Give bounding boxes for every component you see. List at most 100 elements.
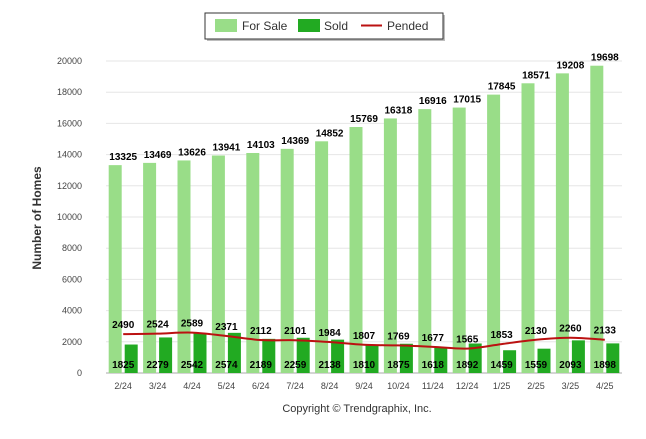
sold-bar [193,333,207,373]
sold-value-label: 2279 [146,360,169,371]
x-tick-label: 1/25 [493,381,511,391]
pended-value-label: 2130 [525,326,548,337]
for-sale-bar [211,155,225,373]
y-tick-label: 12000 [57,181,82,191]
x-tick-label: 5/24 [218,381,236,391]
for-sale-value-label: 13325 [109,152,137,163]
pended-value-label: 2260 [559,324,582,335]
for-sale-value-label: 14852 [316,128,344,139]
gridlines [106,60,622,374]
x-tick-label: 4/25 [596,381,614,391]
legend-swatch-sold [298,19,320,32]
sold-value-label: 2138 [318,360,341,371]
y-tick-label: 4000 [62,306,82,316]
for-sale-value-label: 19208 [556,60,584,71]
sold-bar [159,337,173,373]
for-sale-bar [487,94,501,374]
x-tick-label: 2/24 [114,381,132,391]
x-tick-label: 4/24 [183,381,201,391]
sold-value-label: 1810 [353,360,376,371]
pended-line [123,331,605,350]
x-tick-label: 3/24 [149,381,167,391]
for-sale-value-label: 16916 [419,96,447,107]
pended-value-label: 1984 [318,328,341,339]
sold-bar [434,347,448,373]
for-sale-bar [452,107,466,373]
sold-value-label: 2542 [181,360,204,371]
for-sale-value-label: 13941 [212,143,240,154]
copyright-credit: Copyright © Trendgraphix, Inc. [282,403,431,415]
y-tick-label: 16000 [57,118,82,128]
for-sale-value-label: 16318 [384,105,412,116]
pended-value-label: 1769 [387,331,410,342]
for-sale-value-label: 13626 [178,147,206,158]
bars [108,65,620,374]
pended-value-label: 2112 [250,326,272,337]
sold-value-label: 2574 [215,360,238,371]
legend-label-sold: Sold [324,19,348,33]
y-axis-title: Number of Homes [30,166,44,270]
for-sale-bar [177,160,191,373]
sold-bar [296,337,310,373]
y-tick-label: 10000 [57,212,82,222]
x-tick-label: 8/24 [321,381,339,391]
for-sale-value-label: 17845 [488,82,516,93]
for-sale-bar [521,83,535,374]
sold-bar [468,343,482,373]
for-sale-value-label: 18571 [522,70,550,81]
y-axis-ticks: 0 2000 4000 6000 8000 10000 12000 14000 16000 180… [57,56,82,378]
x-tick-label: 12/24 [456,381,479,391]
for-sale-bar [418,109,432,373]
sold-bar [262,338,276,373]
for-sale-bar [108,165,122,373]
sold-value-label: 2189 [250,360,273,371]
for-sale-value-label: 19698 [591,53,619,64]
x-tick-label: 7/24 [286,381,304,391]
pended-value-label: 1677 [422,333,445,344]
for-sale-value-label: 14369 [281,136,309,147]
sold-value-label: 1875 [387,360,410,371]
sold-value-label: 1892 [456,360,479,371]
sold-bar [227,332,241,373]
pended-value-label: 1565 [456,335,479,346]
sold-value-label: 1618 [422,360,445,371]
legend: For Sale Sold Pended [204,12,445,41]
sold-value-label: 2259 [284,360,307,371]
y-tick-label: 18000 [57,87,82,97]
y-tick-label: 6000 [62,274,82,284]
pended-value-label: 1853 [490,330,513,341]
legend-label-for-sale: For Sale [242,19,288,33]
for-sale-bar [555,73,569,374]
x-tick-label: 10/24 [387,381,410,391]
sold-value-label: 1825 [112,360,135,371]
sold-value-label: 1559 [525,360,548,371]
y-tick-label: 0 [77,368,82,378]
x-tick-label: 6/24 [252,381,270,391]
x-axis-ticks: 2/24 3/24 4/24 5/24 6/24 7/24 8/24 9/24 10/24 11/… [114,381,613,391]
sold-bar [537,348,551,373]
legend-swatch-for-sale [215,19,237,32]
pended-series-line [123,331,605,350]
pended-value-label: 2101 [284,326,307,337]
pended-value-label: 2133 [594,326,617,337]
sold-bar [606,343,620,373]
sold-value-label: 1898 [594,360,617,371]
for-sale-bar [383,118,397,373]
sold-bar [331,339,345,373]
y-tick-label: 20000 [57,56,82,66]
for-sale-value-label: 15769 [350,114,378,125]
for-sale-bar [590,65,604,374]
sold-bar [399,343,413,373]
for-sale-bar [349,127,363,373]
pended-value-label: 1807 [353,331,376,342]
x-tick-label: 9/24 [355,381,373,391]
y-tick-label: 14000 [57,150,82,160]
sold-bar [503,350,517,373]
sold-bar [571,340,585,373]
data-labels: 13325 2490 1825 13469 2524 2279 13626 2589 2542 1… [109,53,619,371]
for-sale-value-label: 14103 [247,140,275,151]
y-tick-label: 2000 [62,337,82,347]
sold-bar [365,344,379,373]
